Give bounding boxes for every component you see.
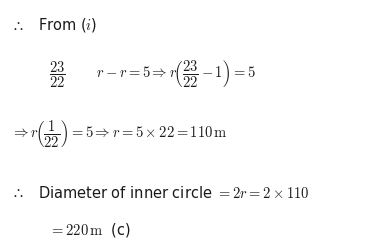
Text: From ($i$): From ($i$) — [38, 16, 97, 34]
Text: Diameter of inner circle $= 2r = 2 \times 110$: Diameter of inner circle $= 2r = 2 \time… — [38, 184, 310, 200]
Text: $= 220\,\mathrm{m}$  (c): $= 220\,\mathrm{m}$ (c) — [49, 221, 131, 239]
Text: $r - r = 5 \Rightarrow r\!\left(\dfrac{23}{22}-1\right) = 5$: $r - r = 5 \Rightarrow r\!\left(\dfrac{2… — [96, 60, 256, 90]
Text: $\therefore$: $\therefore$ — [11, 18, 25, 32]
Text: $\therefore$: $\therefore$ — [11, 185, 25, 200]
Text: $\dfrac{23}{22}$: $\dfrac{23}{22}$ — [49, 60, 66, 90]
Text: $\Rightarrow r\!\left(\dfrac{1}{22}\right) = 5 \Rightarrow r = 5 \times 22 = 110: $\Rightarrow r\!\left(\dfrac{1}{22}\righ… — [11, 120, 228, 150]
